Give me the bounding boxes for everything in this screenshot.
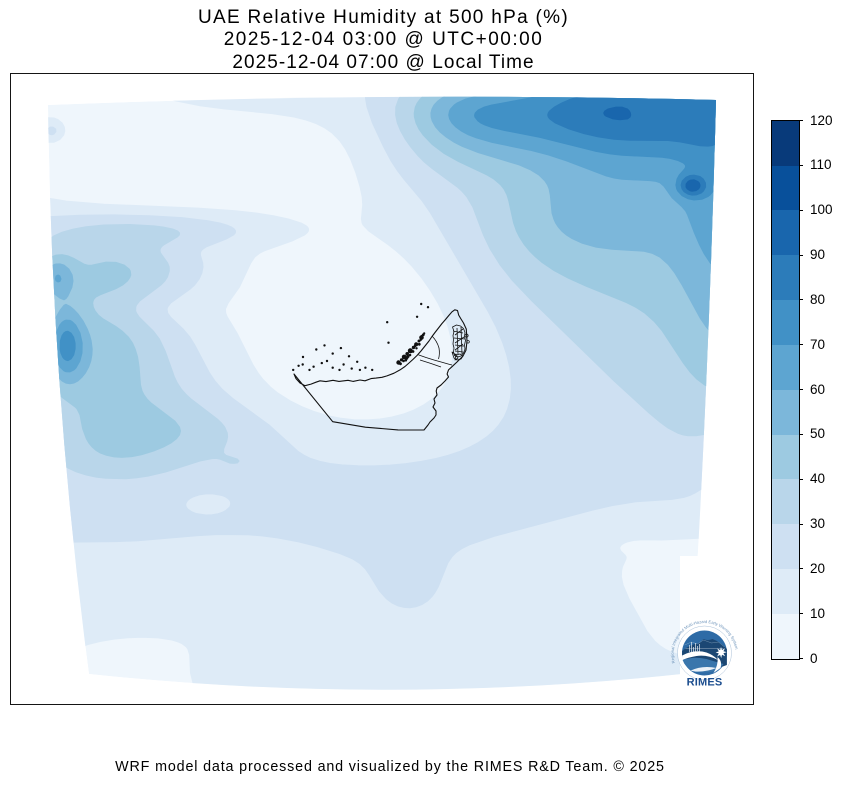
svg-text:RIMES: RIMES: [687, 677, 723, 689]
